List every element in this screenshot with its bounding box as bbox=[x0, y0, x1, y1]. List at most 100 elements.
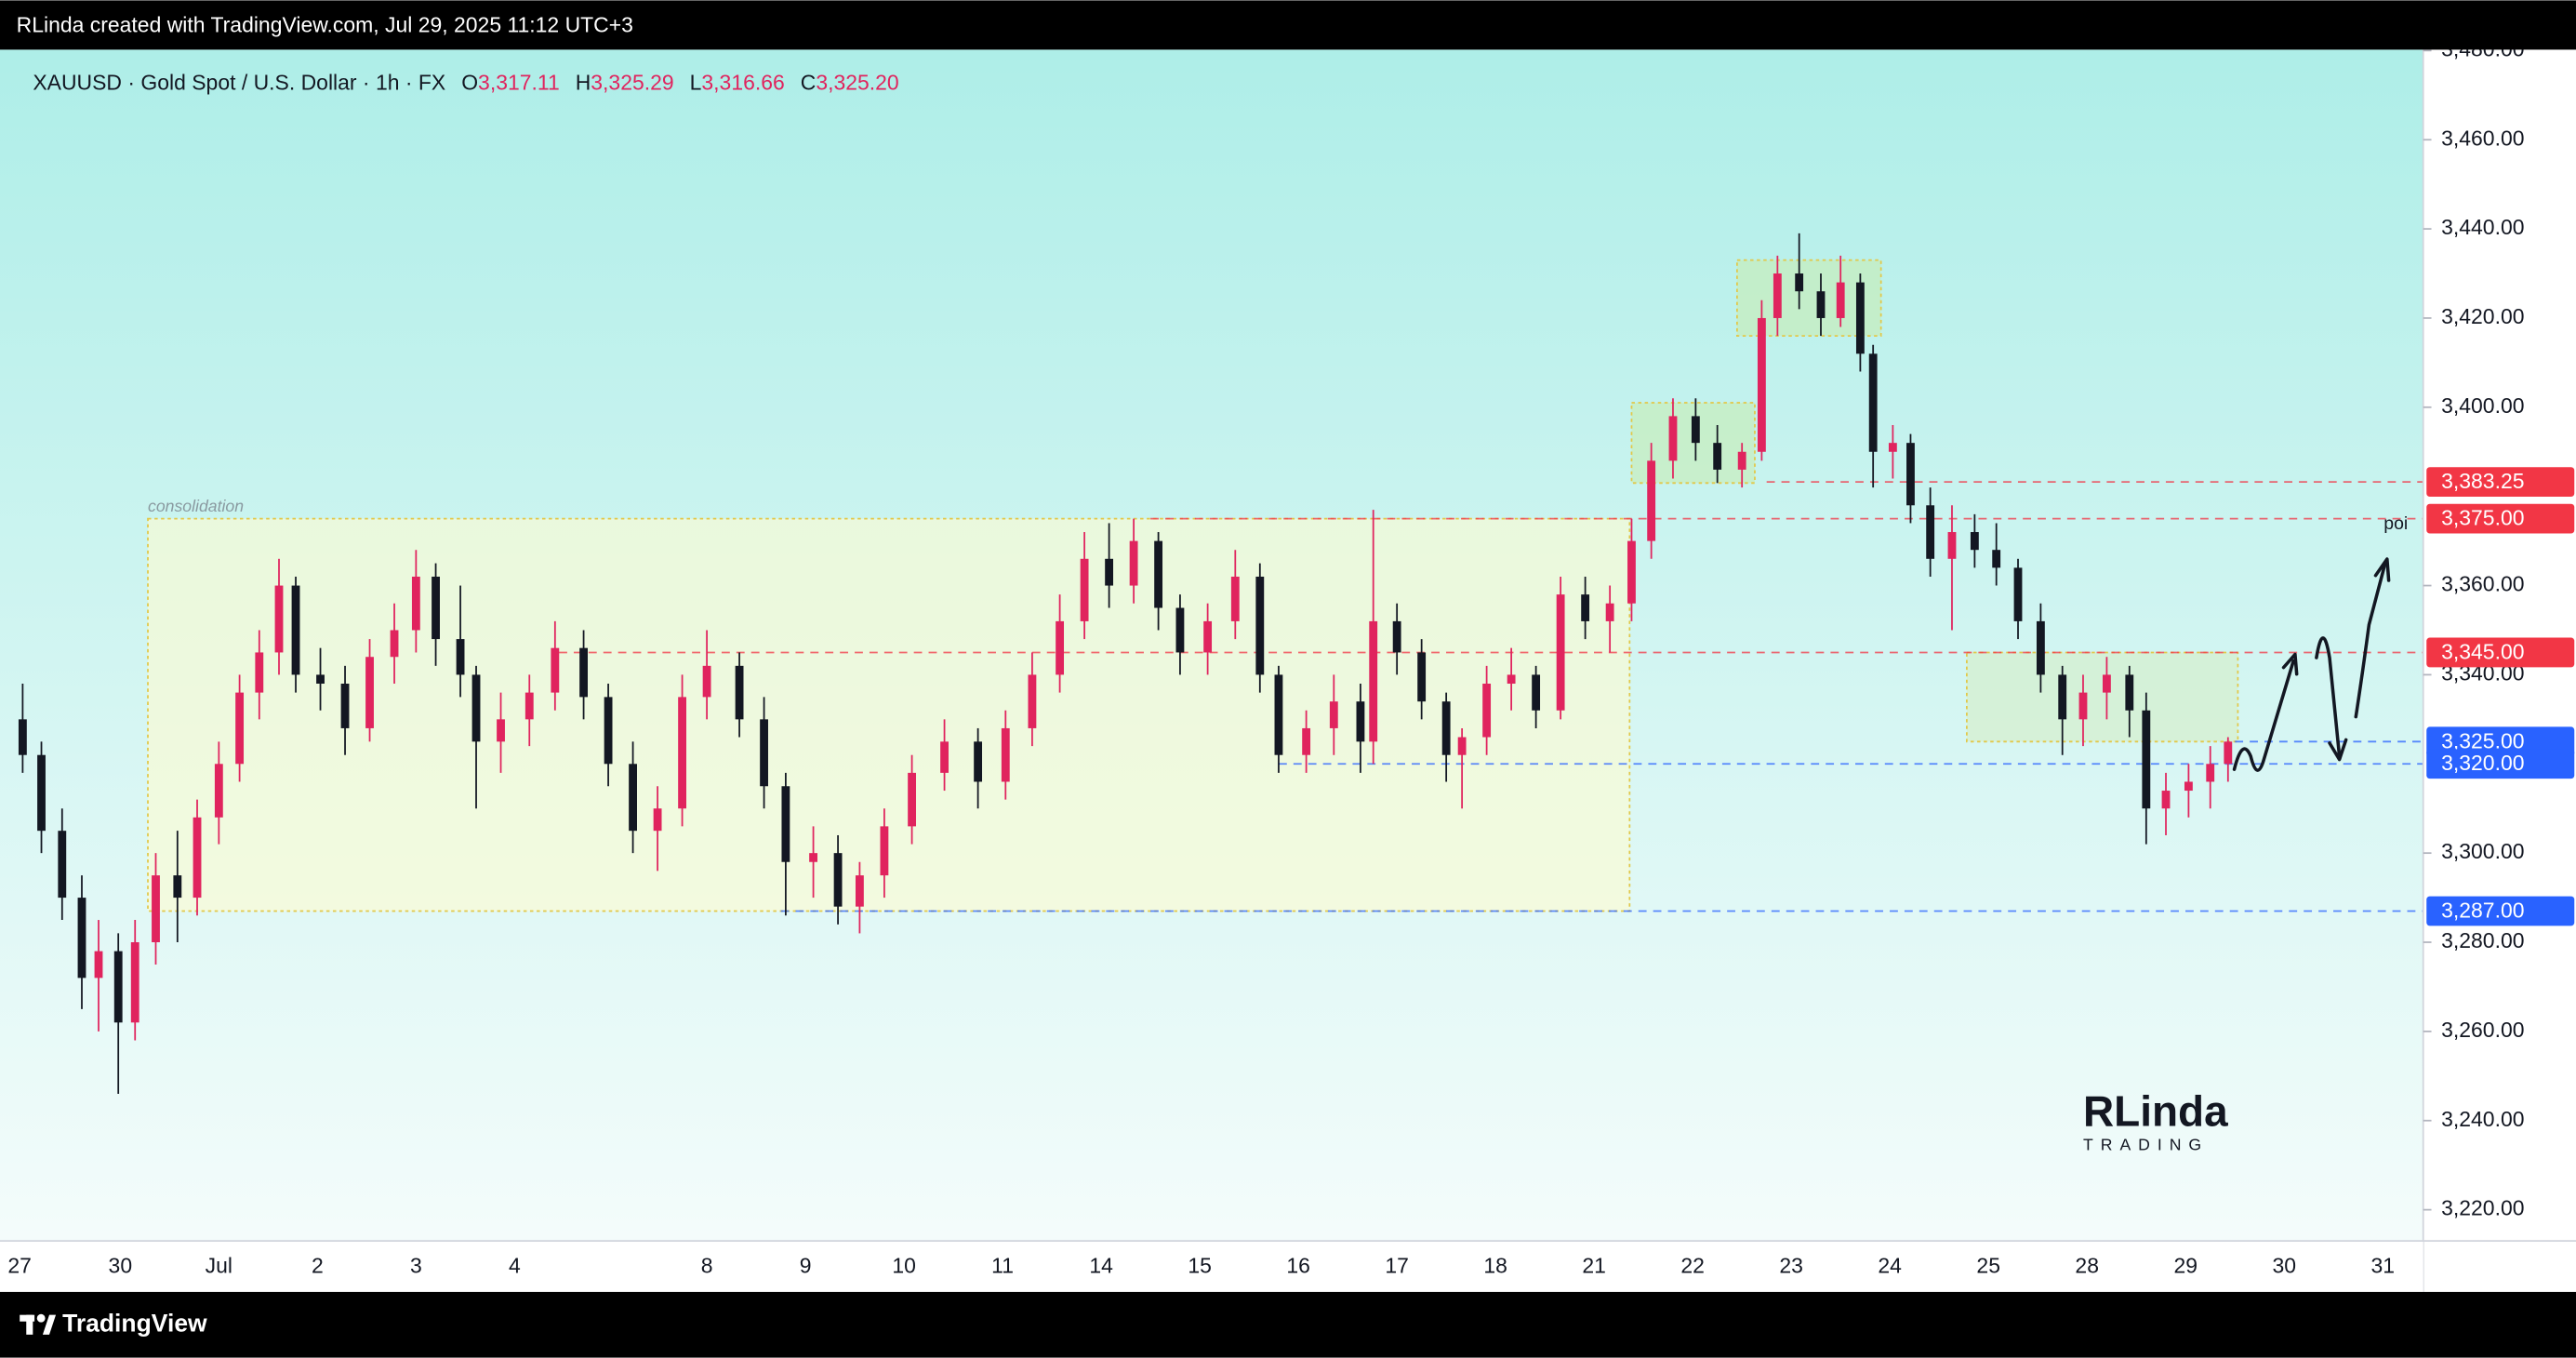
arrow-path bbox=[2354, 560, 2387, 719]
ohlc-value: 3,316.66 bbox=[701, 71, 784, 95]
candle-body bbox=[2103, 674, 2111, 693]
price-label: 3,375.00 bbox=[2441, 506, 2524, 530]
candle-body bbox=[58, 831, 67, 899]
candle-body bbox=[77, 898, 86, 979]
price-label-box bbox=[2426, 637, 2575, 668]
candle-body bbox=[940, 741, 949, 773]
candle-body bbox=[235, 692, 245, 765]
candle-body bbox=[1605, 603, 1614, 621]
y-tick-label: 3,300.00 bbox=[2441, 839, 2524, 863]
x-tick-label: 15 bbox=[1188, 1253, 1212, 1277]
candle-body bbox=[316, 674, 325, 685]
annotation: poi bbox=[2383, 513, 2408, 534]
candle-body bbox=[760, 719, 768, 787]
arrow-head bbox=[2281, 652, 2299, 676]
candle-body bbox=[113, 951, 123, 1023]
x-tick-label: 31 bbox=[2370, 1253, 2395, 1277]
y-tick-label: 3,220.00 bbox=[2441, 1196, 2524, 1220]
candle-body bbox=[579, 647, 588, 698]
candle-body bbox=[2184, 781, 2193, 792]
x-tick-label: 30 bbox=[2272, 1253, 2296, 1277]
candle-body bbox=[1175, 607, 1185, 653]
candle-body bbox=[1080, 558, 1089, 621]
candle-body bbox=[18, 719, 27, 755]
candle-body bbox=[1713, 443, 1722, 470]
candle-body bbox=[1816, 291, 1826, 318]
x-tick-label: 4 bbox=[509, 1253, 521, 1277]
arrow-head bbox=[2328, 738, 2348, 762]
price-label-box bbox=[2426, 726, 2575, 757]
arrow-head bbox=[2373, 557, 2391, 582]
ohlc-value: 3,325.20 bbox=[816, 71, 898, 95]
x-tick-label: 28 bbox=[2075, 1253, 2099, 1277]
candle-body bbox=[193, 817, 202, 899]
ohlc-value: 3,325.29 bbox=[591, 71, 673, 95]
candle-body bbox=[1230, 576, 1240, 621]
candle-body bbox=[653, 808, 662, 832]
price-label: 3,325.00 bbox=[2441, 728, 2524, 752]
x-tick-label: 29 bbox=[2173, 1253, 2198, 1277]
candle-body bbox=[702, 665, 711, 698]
candle-body bbox=[1691, 416, 1700, 444]
x-tick-label: 17 bbox=[1385, 1253, 1409, 1277]
price-label: 3,345.00 bbox=[2441, 639, 2524, 663]
x-tick-label: 11 bbox=[991, 1253, 1014, 1277]
candle-body bbox=[1105, 558, 1114, 586]
candle-body bbox=[1001, 727, 1010, 782]
footer-brand: TradingView bbox=[62, 1309, 207, 1337]
candle-body bbox=[1203, 620, 1213, 653]
candle-body bbox=[1532, 674, 1541, 711]
price-axis bbox=[2423, 49, 2576, 1292]
ohlc-key: L bbox=[690, 71, 702, 95]
candle-body bbox=[1482, 684, 1492, 738]
candle-body bbox=[974, 741, 983, 782]
arrow-path bbox=[2315, 636, 2342, 758]
zone-label: consolidation bbox=[148, 497, 244, 515]
candle-body bbox=[1556, 594, 1565, 711]
x-tick-label: 2 bbox=[312, 1253, 324, 1277]
logo-part bbox=[36, 1313, 46, 1323]
candle-body bbox=[456, 639, 465, 675]
candle-body bbox=[340, 684, 350, 728]
candle-body bbox=[2058, 674, 2067, 720]
candle-body bbox=[1992, 550, 2001, 568]
candle-body bbox=[1888, 443, 1897, 452]
candle-body bbox=[2036, 620, 2045, 675]
tv-logo-icon bbox=[20, 1313, 57, 1335]
candle-body bbox=[1302, 727, 1311, 755]
x-tick-label: 9 bbox=[800, 1253, 812, 1277]
x-tick-label: 18 bbox=[1483, 1253, 1507, 1277]
ohlc-key: H bbox=[576, 71, 591, 95]
candle-body bbox=[1255, 576, 1265, 675]
candle-body bbox=[1647, 460, 1656, 541]
candle-body bbox=[1441, 701, 1451, 755]
zone bbox=[147, 517, 1631, 912]
candle-body bbox=[809, 853, 817, 862]
candle-body bbox=[1947, 532, 1957, 559]
price-label-box bbox=[2426, 749, 2575, 779]
axes: 3,220.00 3,240.00 3,260.00 3,280.00 3,300.00… bbox=[7, 36, 2575, 1277]
candle-body bbox=[291, 585, 300, 675]
candle-body bbox=[1836, 282, 1845, 318]
x-tick-label: 3 bbox=[410, 1253, 422, 1277]
y-tick-label: 3,360.00 bbox=[2441, 572, 2524, 596]
candle-body bbox=[781, 786, 790, 862]
ohlc-value: 3,317.11 bbox=[478, 71, 560, 95]
logo-name: RLinda bbox=[2083, 1086, 2228, 1135]
candle-body bbox=[1757, 317, 1766, 452]
x-tick-label: Jul bbox=[206, 1253, 232, 1277]
x-tick-label: 30 bbox=[109, 1253, 133, 1277]
logo-tagline: TRADING bbox=[2083, 1135, 2209, 1153]
candle-body bbox=[2224, 741, 2233, 765]
candle-body bbox=[2078, 692, 2088, 720]
candle-body bbox=[678, 697, 687, 809]
candle-body bbox=[908, 772, 917, 827]
x-tick-label: 10 bbox=[892, 1253, 916, 1277]
candle-body bbox=[880, 826, 889, 876]
candle-body bbox=[2161, 791, 2171, 809]
candle-body bbox=[735, 665, 744, 720]
arrow-path bbox=[2232, 659, 2295, 772]
zone bbox=[1966, 651, 2239, 743]
candle-body bbox=[1028, 674, 1037, 728]
